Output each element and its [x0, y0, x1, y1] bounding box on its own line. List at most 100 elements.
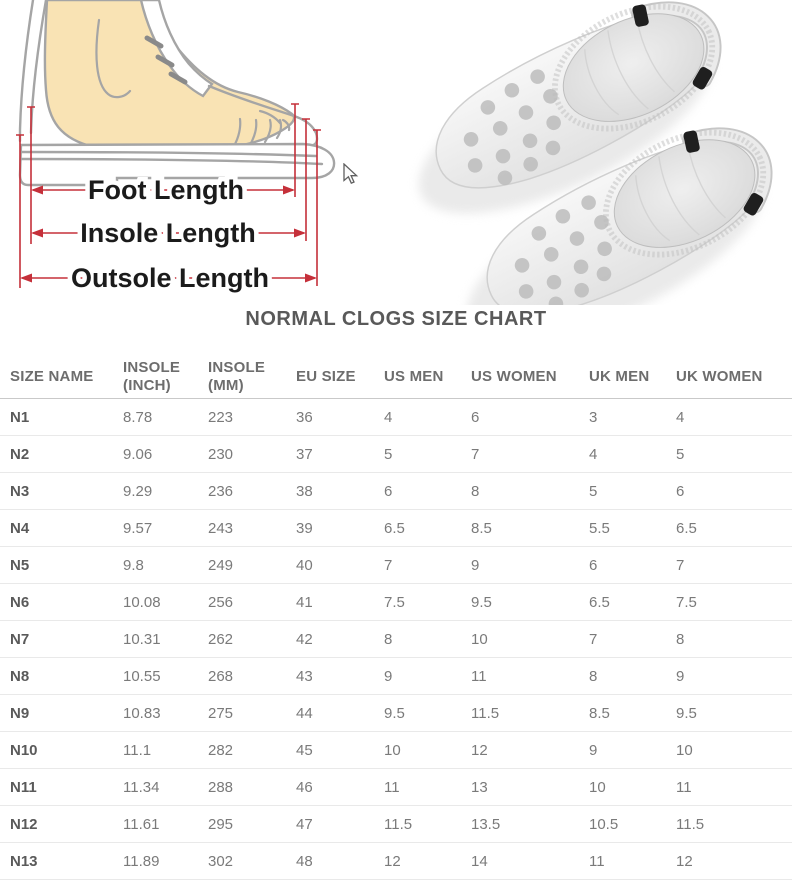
size-value-cell: 256 [208, 583, 296, 621]
size-value-cell: 10 [384, 731, 471, 769]
size-value-cell: 36 [296, 398, 384, 436]
size-value-cell: 7.5 [676, 583, 792, 621]
table-row: N2 9.06 230 37 5 7 4 5 [0, 435, 792, 473]
foot-measurement-diagram: Foot Length Insole Length Outsole Length [16, 0, 336, 298]
size-value-cell: 10 [471, 620, 589, 658]
size-value-cell: 11.1 [123, 731, 208, 769]
size-value-cell: 7 [384, 546, 471, 584]
size-value-cell: 9.5 [384, 694, 471, 732]
size-value-cell: 6 [589, 546, 676, 584]
size-value-cell: 48 [296, 842, 384, 880]
table-row: N11 11.34 288 46 11 13 10 11 [0, 768, 792, 806]
size-value-cell: 9.57 [123, 509, 208, 547]
size-value-cell: 12 [676, 842, 792, 880]
size-name-cell: N1 [0, 398, 123, 436]
size-value-cell: 6.5 [384, 509, 471, 547]
size-value-cell: 10.5 [589, 805, 676, 843]
size-value-cell: 11.5 [471, 694, 589, 732]
table-row: N10 11.1 282 45 10 12 9 10 [0, 731, 792, 769]
size-value-cell: 8 [471, 472, 589, 510]
column-header: US MEN [384, 355, 471, 399]
size-value-cell: 9 [471, 546, 589, 584]
size-value-cell: 46 [296, 768, 384, 806]
size-value-cell: 11.89 [123, 842, 208, 880]
size-name-cell: N6 [0, 583, 123, 621]
size-value-cell: 4 [676, 398, 792, 436]
table-row: N12 11.61 295 47 11.5 13.5 10.5 11.5 [0, 805, 792, 843]
size-name-cell: N8 [0, 657, 123, 695]
table-row: N6 10.08 256 41 7.5 9.5 6.5 7.5 [0, 583, 792, 621]
size-value-cell: 44 [296, 694, 384, 732]
size-value-cell: 275 [208, 694, 296, 732]
size-value-cell: 11 [471, 657, 589, 695]
size-value-cell: 7 [471, 435, 589, 473]
size-value-cell: 9.5 [471, 583, 589, 621]
size-value-cell: 295 [208, 805, 296, 843]
size-value-cell: 236 [208, 472, 296, 510]
size-value-cell: 7 [676, 546, 792, 584]
size-value-cell: 6.5 [589, 583, 676, 621]
chart-title: NORMAL CLOGS SIZE CHART [245, 308, 547, 330]
column-header: EU SIZE [296, 355, 384, 399]
insole-length-label: Insole Length [80, 218, 256, 248]
table-row: N1 8.78 223 36 4 6 3 4 [0, 398, 792, 436]
size-value-cell: 43 [296, 657, 384, 695]
size-value-cell: 4 [589, 435, 676, 473]
size-value-cell: 243 [208, 509, 296, 547]
size-name-cell: N4 [0, 509, 123, 547]
size-value-cell: 8.5 [471, 509, 589, 547]
size-value-cell: 3 [589, 398, 676, 436]
size-value-cell: 230 [208, 435, 296, 473]
size-chart: SIZE NAME INSOLE (INCH) INSOLE (MM) EU SIZE… [0, 355, 792, 880]
size-value-cell: 39 [296, 509, 384, 547]
size-value-cell: 6.5 [676, 509, 792, 547]
foot-illustration [18, 0, 336, 187]
outsole-length-label: Outsole Length [71, 263, 269, 293]
size-name-cell: N10 [0, 731, 123, 769]
size-value-cell: 6 [384, 472, 471, 510]
size-value-cell: 45 [296, 731, 384, 769]
table-row: N9 10.83 275 44 9.5 11.5 8.5 9.5 [0, 694, 792, 732]
size-value-cell: 5 [589, 472, 676, 510]
column-header: INSOLE (MM) [208, 355, 296, 399]
size-value-cell: 37 [296, 435, 384, 473]
size-value-cell: 9 [676, 657, 792, 695]
size-value-cell: 282 [208, 731, 296, 769]
size-name-cell: N12 [0, 805, 123, 843]
size-value-cell: 12 [384, 842, 471, 880]
size-value-cell: 223 [208, 398, 296, 436]
table-row: N5 9.8 249 40 7 9 6 7 [0, 546, 792, 584]
size-name-cell: N5 [0, 546, 123, 584]
size-value-cell: 9.06 [123, 435, 208, 473]
size-value-cell: 9.8 [123, 546, 208, 584]
table-row: N7 10.31 262 42 8 10 7 8 [0, 620, 792, 658]
size-value-cell: 10 [589, 768, 676, 806]
size-value-cell: 5.5 [589, 509, 676, 547]
size-value-cell: 11 [589, 842, 676, 880]
size-value-cell: 11.34 [123, 768, 208, 806]
foot-length-label: Foot Length [88, 175, 244, 205]
table-row: N8 10.55 268 43 9 11 8 9 [0, 657, 792, 695]
size-value-cell: 11.5 [384, 805, 471, 843]
size-name-cell: N11 [0, 768, 123, 806]
size-value-cell: 14 [471, 842, 589, 880]
size-value-cell: 5 [676, 435, 792, 473]
size-value-cell: 9 [589, 731, 676, 769]
column-header: INSOLE (INCH) [123, 355, 208, 399]
size-name-cell: N7 [0, 620, 123, 658]
size-value-cell: 6 [471, 398, 589, 436]
size-value-cell: 11 [384, 768, 471, 806]
size-name-cell: N3 [0, 472, 123, 510]
size-value-cell: 288 [208, 768, 296, 806]
size-value-cell: 41 [296, 583, 384, 621]
size-name-cell: N13 [0, 842, 123, 880]
size-value-cell: 4 [384, 398, 471, 436]
size-value-cell: 13.5 [471, 805, 589, 843]
size-value-cell: 10.83 [123, 694, 208, 732]
size-value-cell: 5 [384, 435, 471, 473]
size-value-cell: 7 [589, 620, 676, 658]
size-value-cell: 9 [384, 657, 471, 695]
column-header: UK MEN [589, 355, 676, 399]
clogs-product-photo [400, 0, 792, 305]
